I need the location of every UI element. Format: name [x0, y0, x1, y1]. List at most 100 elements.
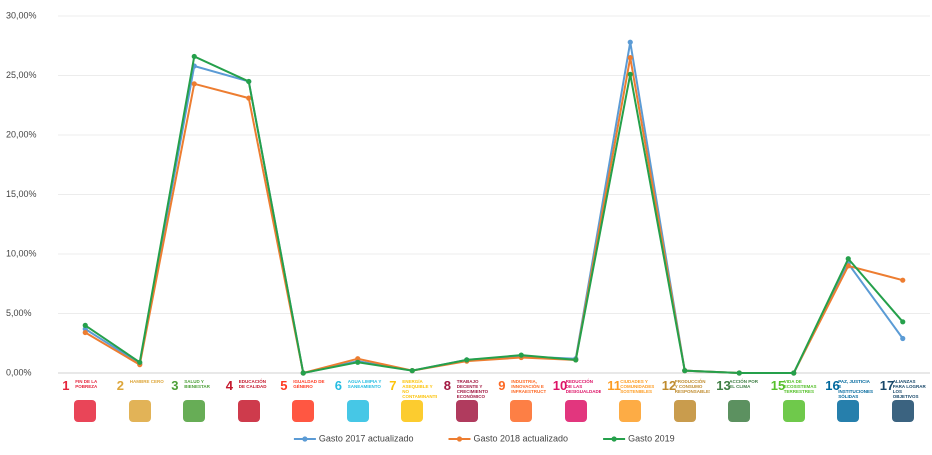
- tile-number: 1: [62, 378, 70, 393]
- sdg-tile: 3 SALUD Y BIENESTAR: [169, 378, 219, 426]
- point: [573, 357, 579, 363]
- point: [900, 319, 906, 325]
- point: [627, 71, 633, 77]
- sdg-tile: 15 VIDA DE ECOSISTEMAS TERRESTRES: [769, 378, 819, 426]
- point: [137, 359, 143, 365]
- sdg-tile: 4 EDUCACIÓN DE CALIDAD: [224, 378, 274, 426]
- tile-number: 16: [825, 378, 840, 393]
- point: [682, 368, 688, 374]
- legend-label: Gasto 2017 actualizado: [319, 433, 414, 443]
- point: [845, 263, 851, 269]
- point: [82, 329, 88, 336]
- tile-icon: [128, 400, 151, 422]
- y-tick-label: 25,00%: [6, 70, 37, 80]
- tile-number: 9: [498, 378, 506, 393]
- tile-icon: [782, 400, 805, 422]
- x-tick-label: PRODUCCIÓN Y CONSUMO RESPONSABLES: [674, 379, 710, 394]
- sdg-tile: 5 IGUALDAD DE GÉNERO: [278, 378, 328, 426]
- legend-marker: [302, 436, 308, 442]
- tile-number: 7: [389, 378, 397, 393]
- tile-icon: [237, 400, 260, 422]
- y-tick-label: 15,00%: [6, 189, 37, 199]
- point: [791, 370, 797, 376]
- point: [464, 357, 470, 363]
- sdg-tile: 2 HAMBRE CERO: [115, 378, 165, 426]
- y-tick-label: 20,00%: [6, 129, 37, 139]
- y-tick-label: 10,00%: [6, 248, 37, 258]
- tile-number: 2: [116, 378, 124, 393]
- sdg-tile: 1 FIN DE LA POBREZA: [60, 378, 110, 426]
- sdg-tile: 8 TRABAJO DECENTE Y CRECIMIENTO ECONÓMICO: [442, 378, 492, 426]
- legend-label: Gasto 2019: [628, 433, 675, 443]
- sdg-tile: 9 INDUSTRIA, INNOVACIÓN E INFRAESTRUCTURA: [496, 378, 546, 426]
- tile-icon: [510, 400, 533, 422]
- y-tick-label: 30,00%: [6, 10, 37, 20]
- point: [355, 359, 361, 365]
- tile-number: 5: [280, 378, 288, 393]
- x-tick-label: ACCIÓN POR EL CLIMA: [729, 379, 759, 389]
- legend-label: Gasto 2018 actualizado: [474, 433, 569, 443]
- sdg-tile: 7 ENERGÍA ASEQUIBLE Y NO CONTAMINANTE: [387, 378, 437, 426]
- x-tick-label: REDUCCIÓN DE LAS DESIGUALDADES: [565, 379, 601, 394]
- tile-icon: [564, 400, 587, 422]
- point: [82, 326, 88, 332]
- x-tick-label: EDUCACIÓN DE CALIDAD: [238, 379, 267, 389]
- x-tick-label: FIN DE LA POBREZA: [75, 379, 98, 389]
- point: [246, 95, 252, 101]
- sdg-tile: 17 ALIANZAS PARA LOGRAR LOS OBJETIVOS: [878, 378, 928, 426]
- x-tick-label: AGUA LIMPIA Y SANEAMIENTO: [347, 379, 382, 389]
- tile-number: 17: [879, 378, 895, 393]
- series-line: [84, 42, 904, 375]
- y-tick-label: 0,00%: [6, 367, 32, 377]
- point: [191, 53, 197, 60]
- tile-icon: [346, 400, 369, 422]
- tile-icon: [401, 400, 424, 422]
- legend-marker: [456, 436, 463, 442]
- tile-icon: [673, 400, 696, 422]
- x-tick-label: VIDA DE ECOSISTEMAS TERRESTRES: [783, 379, 817, 394]
- tile-number: 6: [334, 378, 342, 393]
- tile-icon: [183, 400, 206, 422]
- tile-icon: [837, 400, 860, 422]
- point: [191, 81, 197, 87]
- x-tick-label: SALUD Y BIENESTAR: [184, 379, 210, 389]
- y-tick-label: 5,00%: [6, 308, 32, 318]
- tile-icon: [891, 400, 914, 422]
- point: [845, 256, 851, 262]
- tile-icon: [455, 400, 478, 422]
- tile-number: 13: [716, 378, 731, 393]
- tile-number: 4: [225, 378, 233, 393]
- sdg-tile: 16 PAZ, JUSTICIA E INSTITUCIONES SÓLIDAS: [823, 378, 873, 426]
- point: [627, 39, 633, 45]
- tile-number: 3: [171, 378, 179, 393]
- point: [355, 356, 361, 362]
- series-line: [84, 57, 904, 375]
- sdg-tile: 11 CIUDADES Y COMUNIDADES SOSTENIBLES: [605, 378, 655, 426]
- tile-icon: [728, 400, 751, 422]
- point: [300, 370, 306, 376]
- tile-icon: [74, 400, 97, 422]
- tile-icon: [619, 400, 642, 422]
- sdg-tile: 6 AGUA LIMPIA Y SANEAMIENTO: [333, 378, 383, 426]
- point: [82, 322, 88, 328]
- tile-number: 10: [552, 378, 568, 393]
- tile-number: 12: [661, 378, 677, 393]
- x-tick-label: ENERGÍA ASEQUIBLE Y NO CONTAMINANTE: [402, 379, 438, 399]
- x-tick-label: IGUALDAD DE GÉNERO: [293, 379, 325, 389]
- x-tick-label: PAZ, JUSTICIA E INSTITUCIONES SÓLIDAS: [838, 379, 874, 399]
- tile-number: 8: [443, 378, 451, 393]
- point: [627, 55, 633, 61]
- x-tick-label: CIUDADES Y COMUNIDADES SOSTENIBLES: [620, 379, 655, 394]
- sdg-tile: 13 ACCIÓN POR EL CLIMA: [714, 378, 764, 426]
- point: [246, 78, 252, 85]
- series-line: [84, 55, 904, 375]
- point: [900, 277, 906, 283]
- point: [736, 370, 742, 376]
- point: [518, 352, 524, 358]
- x-tick-label: INDUSTRIA, INNOVACIÓN E INFRAESTRUCTURA: [511, 379, 547, 394]
- tile-icon: [292, 400, 315, 422]
- point: [900, 335, 906, 342]
- x-tick-label: HAMBRE CERO: [129, 379, 164, 384]
